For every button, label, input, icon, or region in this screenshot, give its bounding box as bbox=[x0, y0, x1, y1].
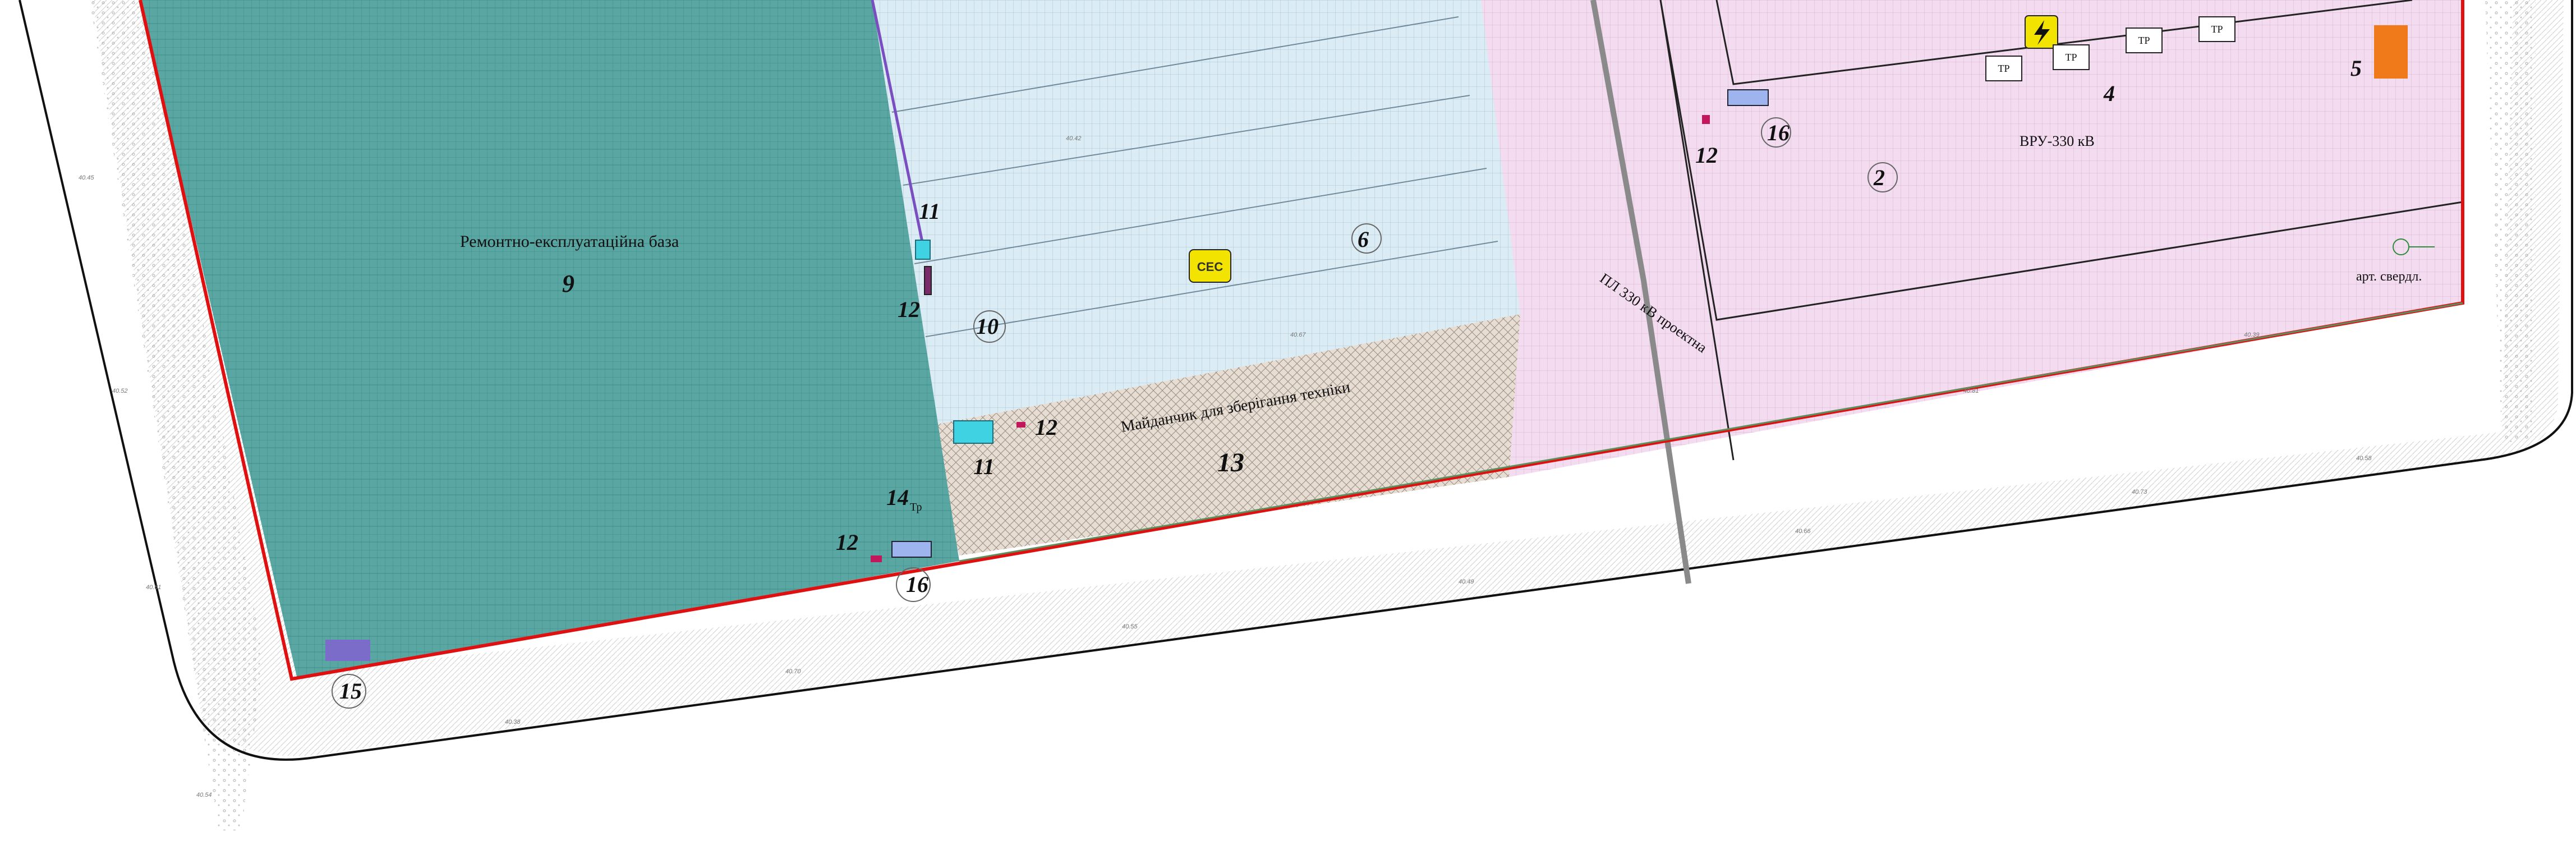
svg-text:40.61: 40.61 bbox=[146, 584, 162, 591]
parking-area bbox=[926, 314, 1520, 555]
structure-12-gate bbox=[871, 555, 882, 562]
solar-zone bbox=[870, 0, 1520, 426]
svg-text:40.58: 40.58 bbox=[2356, 455, 2372, 462]
repair-base-zone bbox=[140, 0, 959, 679]
tr-label-4: ТР bbox=[2211, 24, 2223, 35]
borehole-label: арт. свердл. bbox=[2356, 269, 2422, 284]
marker-5: 5 bbox=[2350, 56, 2362, 81]
green-edge-line bbox=[959, 302, 2463, 562]
power-line-corridor bbox=[1590, 0, 1691, 584]
svg-text:40.81: 40.81 bbox=[1963, 388, 1979, 394]
marker-11-top: 11 bbox=[919, 199, 940, 224]
svg-text:40.39: 40.39 bbox=[2244, 332, 2260, 338]
marker-6: 6 bbox=[1358, 227, 1369, 252]
elevation-marks: 40.45 40.52 40.61 40.38 40.70 40.55 40.4… bbox=[79, 135, 2372, 798]
tr-label-2: ТР bbox=[2065, 52, 2077, 63]
marker-15: 15 bbox=[339, 678, 362, 704]
substation-outlines bbox=[1659, 0, 2463, 461]
svg-text:40.42: 40.42 bbox=[1066, 135, 1082, 142]
solar-rows bbox=[891, 16, 1498, 337]
svg-text:40.70: 40.70 bbox=[785, 668, 801, 675]
ces-badge-text: СЕС bbox=[1197, 260, 1223, 274]
repair-base-label: Ремонтно-експлуатаційна база bbox=[460, 232, 679, 251]
vegetation-strip-left bbox=[90, 0, 264, 830]
svg-text:40.66: 40.66 bbox=[1795, 528, 1811, 535]
structure-11-bottom bbox=[953, 420, 993, 444]
marker-13: 13 bbox=[1217, 448, 1244, 477]
svg-text:40.73: 40.73 bbox=[2132, 489, 2147, 495]
svg-text:40.67: 40.67 bbox=[1290, 332, 1306, 338]
marker-circles bbox=[332, 117, 1898, 709]
marker-11-bottom: 11 bbox=[973, 454, 995, 479]
marker-9: 9 bbox=[562, 270, 574, 297]
structure-12-top bbox=[924, 266, 932, 295]
inner-fence bbox=[871, 0, 927, 259]
substation-zone bbox=[1481, 0, 2463, 477]
outer-fence-line bbox=[19, 0, 2573, 761]
svg-text:40.55: 40.55 bbox=[1122, 623, 1138, 630]
marker-16-gate: 16 bbox=[906, 572, 928, 597]
svg-text:40.52: 40.52 bbox=[112, 388, 128, 394]
ces-badge bbox=[1189, 249, 1231, 283]
structure-11-top bbox=[915, 240, 931, 260]
lightning-icon bbox=[2025, 15, 2058, 49]
marker-12-top: 12 bbox=[898, 297, 920, 322]
marker-16-top: 16 bbox=[1767, 120, 1790, 145]
marker-14: 14 bbox=[886, 485, 909, 510]
gate-label: Тр bbox=[910, 501, 922, 513]
structure-15 bbox=[325, 640, 370, 661]
svg-text:40.49: 40.49 bbox=[1459, 578, 1474, 585]
marker-12-sub: 12 bbox=[1695, 143, 1718, 168]
vegetation-strip-right bbox=[2485, 0, 2536, 443]
marker-2: 2 bbox=[1873, 165, 1885, 190]
property-boundary bbox=[139, 0, 2464, 681]
road-hatch-strip bbox=[93, 0, 2564, 756]
marker-12-bottom: 12 bbox=[1035, 415, 1057, 440]
tr-label-3: ТР bbox=[2138, 35, 2150, 46]
tr-boxes bbox=[1985, 16, 2235, 81]
structure-12-sub bbox=[1702, 115, 1710, 124]
borehole-icon bbox=[2393, 238, 2435, 255]
vru-label: ВРУ-330 кВ bbox=[2020, 133, 2095, 149]
structure-16-top bbox=[1727, 89, 1769, 106]
marker-10: 10 bbox=[976, 314, 999, 339]
structure-5 bbox=[2374, 25, 2408, 79]
marker-4: 4 bbox=[2103, 81, 2115, 106]
marker-12-gate: 12 bbox=[836, 530, 858, 555]
structure-16-gate bbox=[891, 541, 932, 558]
svg-text:40.38: 40.38 bbox=[505, 719, 521, 725]
tr-label-1: ТР bbox=[1998, 63, 2009, 74]
svg-text:40.54: 40.54 bbox=[196, 792, 212, 798]
svg-text:40.45: 40.45 bbox=[79, 174, 94, 181]
structure-12-bottom bbox=[1016, 422, 1025, 428]
